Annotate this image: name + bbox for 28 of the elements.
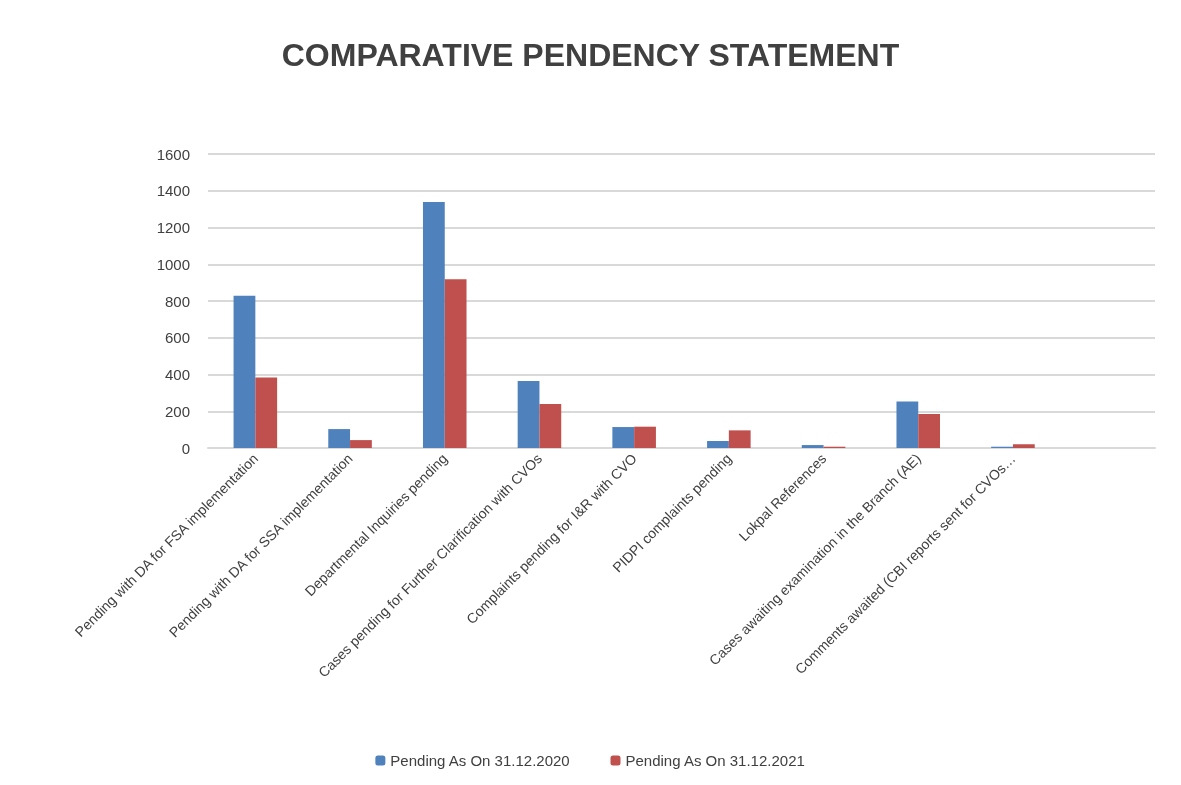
bar (612, 427, 635, 448)
y-tick-label: 1400 (156, 182, 190, 200)
bar (517, 381, 540, 448)
bar (422, 201, 445, 448)
bar (801, 445, 824, 448)
bar (634, 426, 656, 448)
y-tick-label: 0 (181, 439, 190, 457)
y-tick-label: 1000 (156, 255, 190, 273)
bar (1012, 444, 1035, 448)
bar (350, 440, 372, 448)
legend-label: Pending As On 31.12.2021 (625, 752, 805, 769)
y-tick-label: 1600 (156, 145, 190, 163)
bar (539, 404, 562, 448)
y-tick-label: 400 (164, 366, 190, 383)
bar (728, 430, 751, 448)
bar (328, 429, 351, 448)
y-tick-label: 600 (164, 329, 190, 347)
bar (707, 441, 729, 448)
bar (444, 279, 467, 448)
y-tick-label: 1200 (156, 219, 190, 236)
bar (896, 401, 919, 448)
legend-label: Pending As On 31.12.2020 (390, 752, 570, 769)
bar (233, 295, 256, 448)
bar (918, 414, 941, 448)
chart-title: COMPARATIVE PENDENCY STATEMENT (281, 37, 900, 73)
y-tick-label: 200 (164, 402, 190, 420)
bar (255, 377, 278, 448)
y-tick-label: 800 (164, 292, 190, 310)
